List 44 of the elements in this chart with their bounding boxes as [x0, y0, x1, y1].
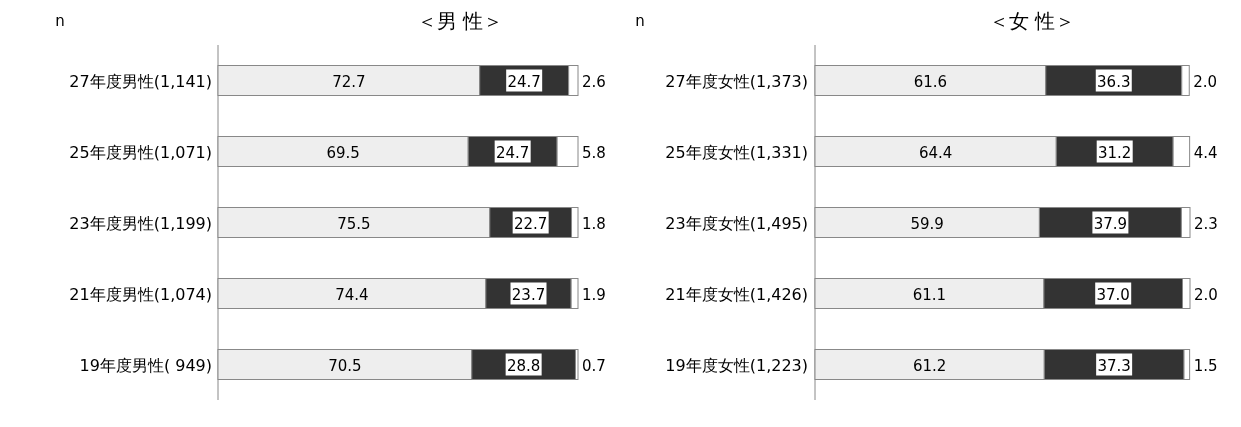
data-label: 1.5 — [1193, 356, 1218, 375]
data-label: 24.7 — [495, 143, 530, 162]
y-tick-label: 27年度女性(1,373) — [665, 71, 808, 91]
data-label: 31.2 — [1098, 143, 1132, 162]
data-label: 61.6 — [913, 72, 948, 91]
data-label: 72.7 — [332, 72, 366, 91]
text: n — [55, 12, 65, 30]
data-label: 2.0 — [1194, 285, 1218, 304]
y-tick-label: 25年度男性(1,071) — [69, 142, 212, 162]
data-label: 75.5 — [337, 214, 371, 233]
y-tick-label: 27年度男性(1,141) — [69, 71, 212, 91]
data-label: 4.4 — [1193, 143, 1218, 162]
chart-title: ＜男 性＞ — [416, 9, 504, 33]
data-label: 64.4 — [918, 143, 953, 162]
data-label: 23.7 — [511, 285, 546, 304]
data-label: 28.8 — [506, 356, 541, 375]
data-label: 2.0 — [1193, 72, 1218, 91]
y-tick-label: 19年度女性(1,223) — [665, 355, 808, 375]
y-tick-label: 21年度女性(1,426) — [665, 284, 808, 304]
data-label: 5.8 — [582, 143, 606, 162]
data-label: 61.2 — [912, 356, 947, 375]
data-label: 36.3 — [1097, 72, 1131, 91]
data-label: 2.3 — [1194, 214, 1218, 233]
data-label: 37.9 — [1093, 214, 1128, 233]
data-label: 37.3 — [1097, 356, 1131, 375]
y-tick-label: 25年度女性(1,331) — [665, 142, 808, 162]
y-tick-label: 19年度男性( 949) — [79, 355, 212, 375]
data-label: 1.9 — [582, 285, 606, 304]
data-label: 1.8 — [582, 214, 606, 233]
text: n — [635, 12, 645, 30]
data-label: 70.5 — [328, 356, 362, 375]
data-label: 37.0 — [1096, 285, 1130, 304]
data-label: 61.1 — [912, 285, 947, 304]
chart-title: ＜女 性＞ — [988, 9, 1076, 33]
y-tick-label: 23年度女性(1,495) — [665, 213, 808, 233]
data-label: 2.6 — [582, 72, 606, 91]
data-label: 24.7 — [507, 72, 541, 91]
data-label: 22.7 — [513, 214, 548, 233]
y-tick-label: 23年度男性(1,199) — [69, 213, 212, 233]
y-tick-label: 21年度男性(1,074) — [69, 284, 212, 304]
data-label: 59.9 — [910, 214, 944, 233]
data-label: 69.5 — [326, 143, 360, 162]
data-label: 74.4 — [335, 285, 369, 304]
data-label: 0.7 — [582, 356, 606, 375]
